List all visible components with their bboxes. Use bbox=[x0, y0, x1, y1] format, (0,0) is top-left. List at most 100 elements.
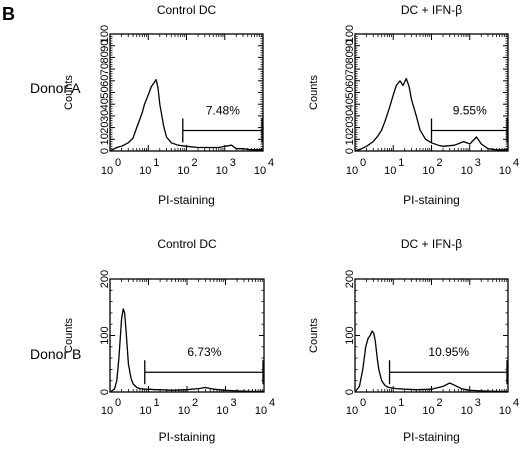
y-tick-label: 0 bbox=[344, 148, 356, 154]
histogram-panel-4: DC + IFN-βCountsPI-staining0100200100101… bbox=[308, 237, 519, 444]
x-tick-exponent: 3 bbox=[475, 157, 481, 169]
y-tick-label: 0 bbox=[99, 389, 111, 395]
plot-frame bbox=[109, 33, 264, 152]
histogram-line bbox=[354, 330, 508, 393]
y-tick-label: 100 bbox=[344, 326, 356, 344]
y-tick-label: 30 bbox=[99, 110, 111, 122]
histogram-line bbox=[109, 308, 264, 393]
y-tick-label: 60 bbox=[344, 75, 356, 87]
y-tick-label: 0 bbox=[344, 389, 356, 395]
gate-percentage: 6.73% bbox=[187, 345, 221, 359]
y-tick-label: 100 bbox=[99, 326, 111, 344]
panel-title: DC + IFN-β bbox=[401, 3, 462, 17]
x-tick-exponent: 0 bbox=[360, 157, 366, 169]
x-tick-exponent: 4 bbox=[268, 157, 274, 169]
y-tick-label: 50 bbox=[99, 86, 111, 98]
panel-title: Control DC bbox=[157, 3, 217, 17]
gate-percentage: 10.95% bbox=[428, 345, 469, 359]
y-tick-label: 40 bbox=[99, 98, 111, 110]
x-tick-label: 10 bbox=[178, 405, 190, 417]
x-tick-label: 10 bbox=[422, 405, 434, 417]
x-axis-label: PI-staining bbox=[158, 193, 215, 207]
x-tick-exponent: 2 bbox=[436, 157, 442, 169]
x-tick-exponent: 2 bbox=[436, 397, 442, 409]
y-tick-label: 200 bbox=[344, 270, 356, 288]
row-label-donor-b: Donor B bbox=[30, 346, 81, 362]
y-tick-label: 60 bbox=[99, 75, 111, 87]
x-tick-exponent: 3 bbox=[475, 397, 481, 409]
y-axis-label: Counts bbox=[63, 75, 75, 110]
gate-percentage: 9.55% bbox=[453, 104, 487, 118]
y-tick-label: 200 bbox=[99, 270, 111, 288]
gate-percentage: 7.48% bbox=[206, 104, 240, 118]
y-tick-label: 70 bbox=[344, 63, 356, 75]
x-tick-label: 10 bbox=[422, 165, 434, 177]
x-tick-label: 10 bbox=[216, 165, 228, 177]
y-tick-label: 80 bbox=[344, 51, 356, 63]
x-tick-label: 10 bbox=[461, 405, 473, 417]
y-axis-label: Counts bbox=[308, 75, 320, 110]
x-tick-exponent: 1 bbox=[153, 397, 159, 409]
x-tick-label: 10 bbox=[101, 165, 113, 177]
x-tick-exponent: 1 bbox=[153, 157, 159, 169]
x-axis-label: PI-staining bbox=[403, 193, 460, 207]
y-tick-label: 100 bbox=[344, 25, 356, 43]
histogram-panels: Control DCCountsPI-staining0102030405060… bbox=[63, 3, 519, 444]
y-tick-label: 50 bbox=[344, 86, 356, 98]
x-axis-label: PI-staining bbox=[159, 430, 216, 444]
x-tick-exponent: 0 bbox=[360, 397, 366, 409]
x-tick-exponent: 0 bbox=[115, 157, 121, 169]
histogram-line bbox=[109, 78, 263, 152]
x-tick-exponent: 0 bbox=[115, 397, 121, 409]
x-tick-label: 10 bbox=[101, 405, 113, 417]
y-tick-label: 20 bbox=[99, 121, 111, 133]
y-tick-label: 80 bbox=[99, 51, 111, 63]
x-tick-label: 10 bbox=[499, 165, 511, 177]
x-tick-exponent: 1 bbox=[398, 397, 404, 409]
panel-title: Control DC bbox=[157, 237, 217, 251]
plot-frame bbox=[354, 278, 509, 393]
y-tick-label: 40 bbox=[344, 98, 356, 110]
y-tick-label: 100 bbox=[99, 25, 111, 43]
x-tick-label: 10 bbox=[346, 405, 358, 417]
x-tick-label: 10 bbox=[216, 405, 228, 417]
x-tick-exponent: 3 bbox=[230, 157, 236, 169]
x-tick-exponent: 2 bbox=[192, 397, 198, 409]
x-tick-exponent: 1 bbox=[398, 157, 404, 169]
histogram-panel-1: Control DCCountsPI-staining0102030405060… bbox=[63, 3, 274, 207]
x-tick-label: 10 bbox=[499, 405, 511, 417]
x-tick-label: 10 bbox=[384, 165, 396, 177]
y-tick-label: 90 bbox=[99, 40, 111, 52]
y-tick-label: 90 bbox=[344, 40, 356, 52]
plot-frame bbox=[109, 278, 265, 393]
y-tick-label: 20 bbox=[344, 121, 356, 133]
y-tick-label: 70 bbox=[99, 63, 111, 75]
figure-label: B bbox=[2, 4, 15, 24]
x-tick-label: 10 bbox=[346, 165, 358, 177]
x-tick-exponent: 4 bbox=[513, 157, 519, 169]
histogram-panel-2: DC + IFN-βCountsPI-staining0102030405060… bbox=[308, 3, 519, 207]
x-tick-exponent: 3 bbox=[230, 397, 236, 409]
y-tick-label: 10 bbox=[344, 133, 356, 145]
y-axis-label: Counts bbox=[63, 318, 75, 353]
x-tick-label: 10 bbox=[255, 405, 267, 417]
x-tick-exponent: 4 bbox=[269, 397, 275, 409]
x-tick-label: 10 bbox=[177, 165, 189, 177]
panel-title: DC + IFN-β bbox=[401, 237, 462, 251]
x-tick-label: 10 bbox=[461, 165, 473, 177]
y-axis-label: Counts bbox=[308, 318, 320, 353]
x-tick-label: 10 bbox=[139, 405, 151, 417]
histogram-panel-3: Control DCCountsPI-staining0100200100101… bbox=[63, 237, 275, 444]
x-tick-exponent: 4 bbox=[513, 397, 519, 409]
x-tick-label: 10 bbox=[384, 405, 396, 417]
x-axis-label: PI-staining bbox=[403, 430, 460, 444]
y-tick-label: 10 bbox=[99, 133, 111, 145]
x-tick-exponent: 2 bbox=[191, 157, 197, 169]
y-tick-label: 30 bbox=[344, 110, 356, 122]
histogram-line bbox=[354, 77, 508, 152]
x-tick-label: 10 bbox=[254, 165, 266, 177]
x-tick-label: 10 bbox=[139, 165, 151, 177]
y-tick-label: 0 bbox=[99, 148, 111, 154]
row-label-donor-a: Donor A bbox=[30, 80, 81, 96]
